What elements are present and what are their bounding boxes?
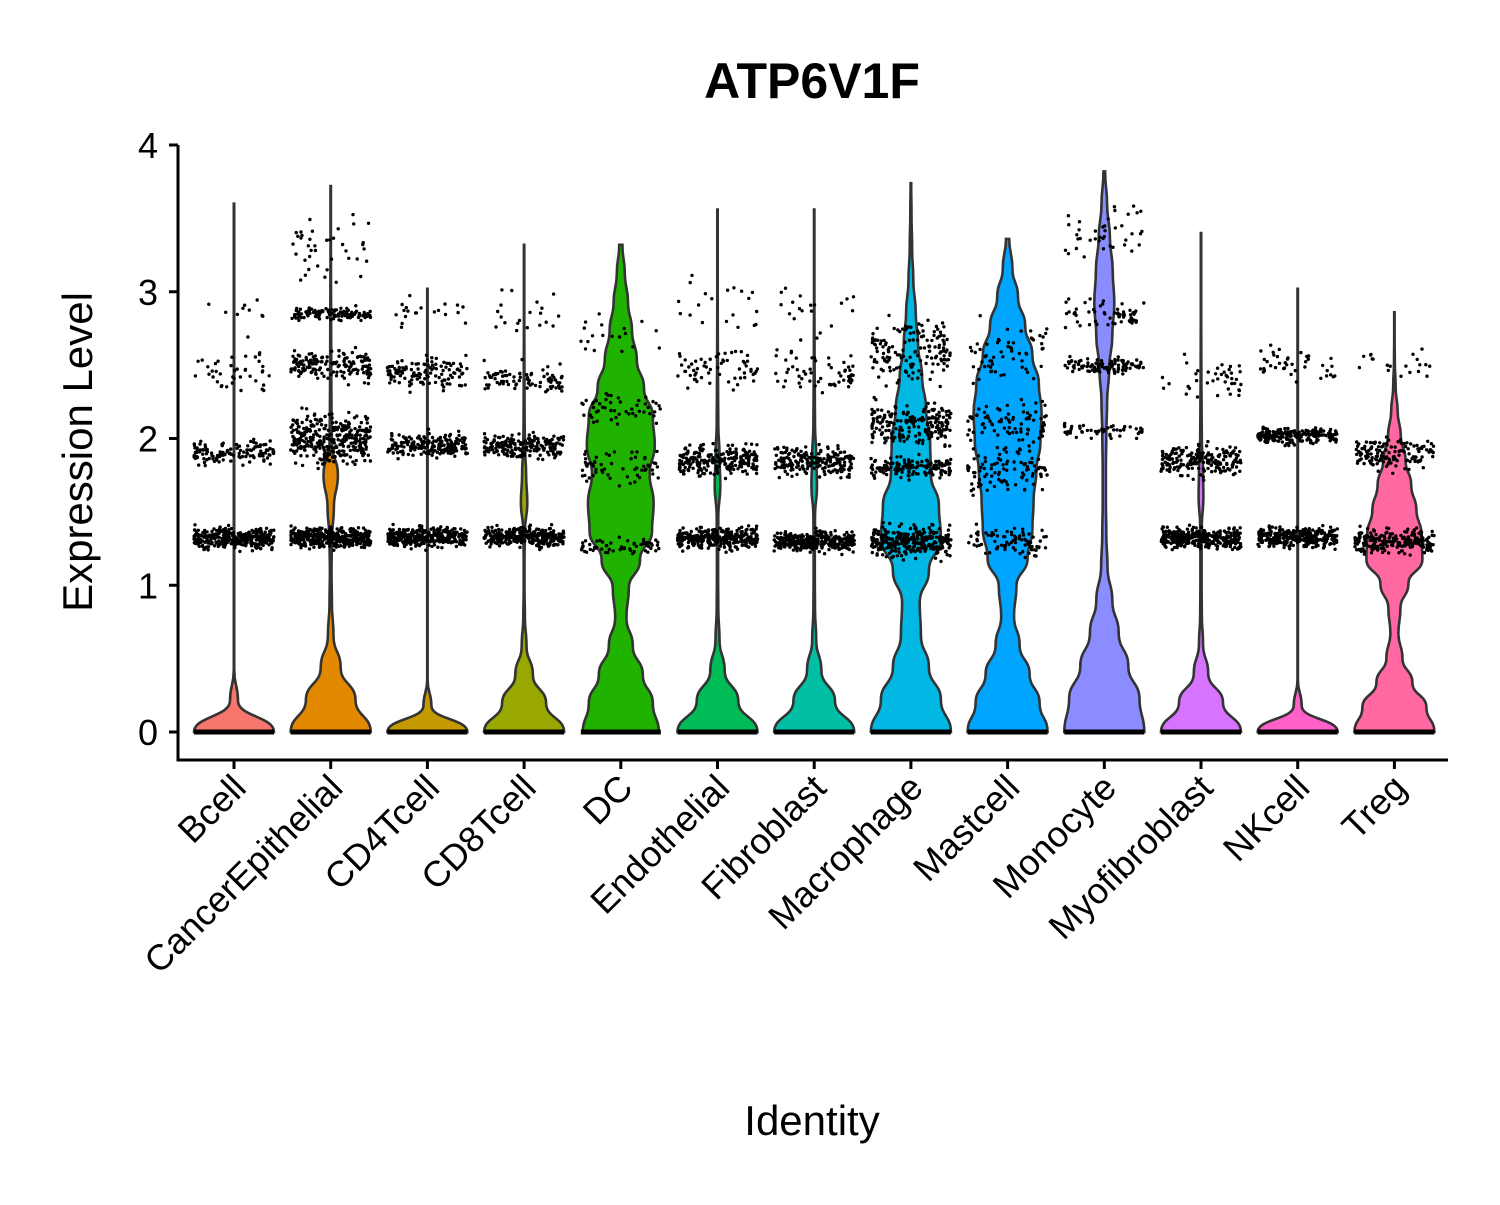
x-tick-label-DC: DC	[575, 767, 641, 833]
zero-points-Macrophage	[871, 730, 951, 735]
violin-Monocyte	[1064, 171, 1144, 732]
x-axis-title: Identity	[744, 1097, 879, 1144]
y-tick-label-2: 2	[138, 419, 158, 460]
chart-title: ATP6V1F	[704, 53, 920, 109]
zero-points-CD8Tcell	[484, 730, 564, 735]
violin-DC	[583, 245, 659, 732]
zero-points-Endothelial	[678, 730, 758, 735]
y-tick-label-3: 3	[138, 272, 158, 313]
zero-points-CancerEpithelial	[291, 730, 371, 735]
zero-points-Fibroblast	[774, 730, 854, 735]
x-tick-label-NKcell: NKcell	[1215, 767, 1318, 870]
zero-points-DC	[581, 730, 661, 735]
violin-group	[194, 171, 1434, 732]
zero-points-CD4Tcell	[387, 730, 467, 735]
x-tick-label-Treg: Treg	[1334, 767, 1414, 847]
zero-points-NKcell	[1258, 730, 1338, 735]
zero-points-Monocyte	[1064, 730, 1144, 735]
y-tick-label-4: 4	[138, 125, 158, 166]
violin-CD8Tcell	[484, 245, 564, 732]
violin-CancerEpithelial	[291, 186, 371, 732]
violin-Myofibroblast	[1161, 233, 1241, 732]
x-tick-label-Bcell: Bcell	[169, 767, 253, 851]
violin-Treg	[1354, 312, 1434, 732]
violin-Macrophage	[871, 183, 951, 732]
zero-points-Myofibroblast	[1161, 730, 1241, 735]
zero-points-Mastcell	[968, 730, 1048, 735]
y-tick-label-1: 1	[138, 565, 158, 606]
zero-points-Treg	[1354, 730, 1434, 735]
y-axis-title: Expression Level	[54, 292, 101, 612]
zero-points-Bcell	[194, 730, 274, 735]
violin-Bcell	[194, 204, 274, 732]
y-tick-label-0: 0	[138, 712, 158, 753]
violin-NKcell	[1258, 289, 1338, 732]
